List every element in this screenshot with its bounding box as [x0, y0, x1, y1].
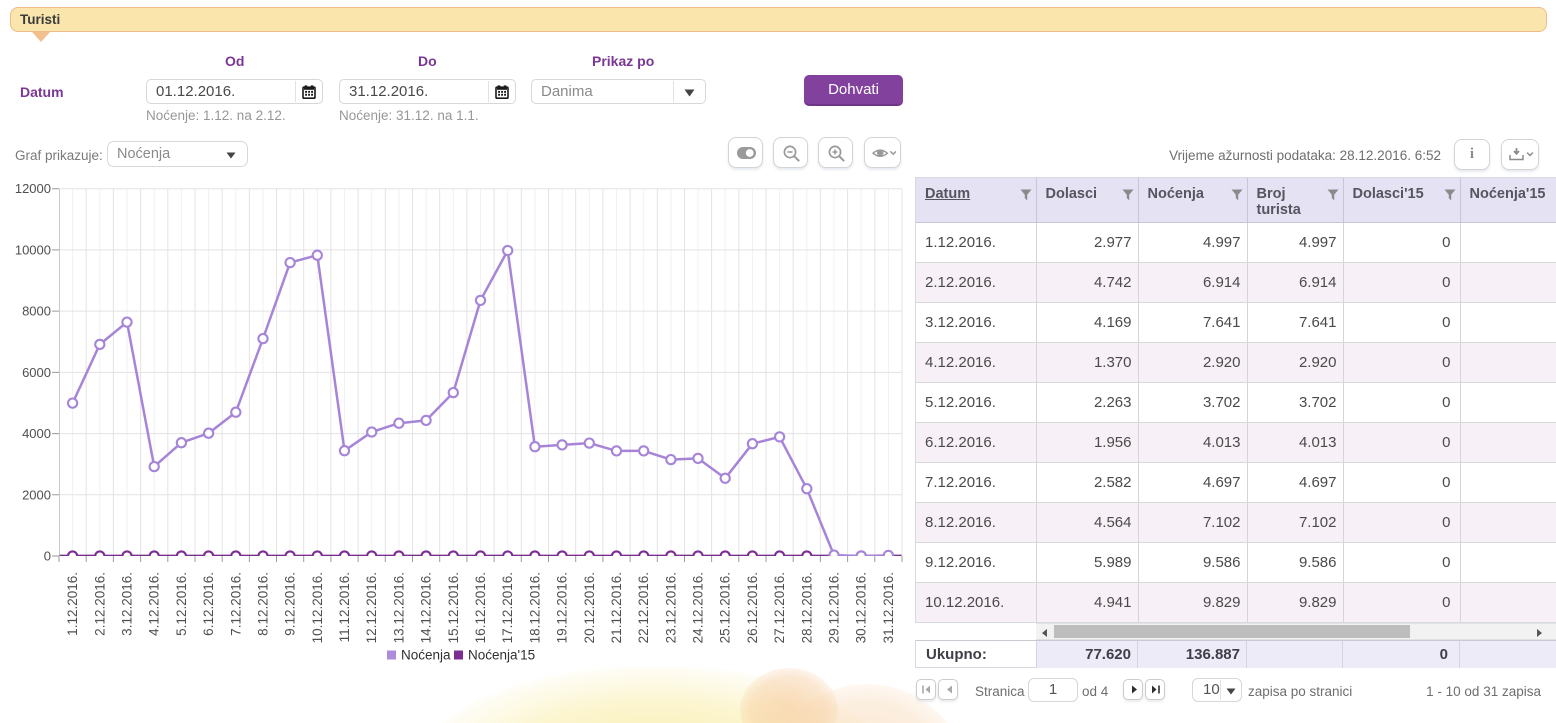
svg-text:12000: 12000	[15, 181, 51, 196]
svg-text:0: 0	[44, 549, 51, 564]
svg-text:7.12.2016.: 7.12.2016.	[228, 572, 243, 636]
svg-text:10000: 10000	[15, 242, 51, 257]
svg-text:Noćenja: Noćenja	[401, 648, 451, 663]
svg-text:11.12.2016.: 11.12.2016.	[337, 572, 352, 642]
svg-text:3.12.2016.: 3.12.2016.	[120, 572, 135, 636]
svg-text:6000: 6000	[22, 365, 51, 380]
svg-text:13.12.2016.: 13.12.2016.	[391, 572, 406, 643]
svg-text:16.12.2016.: 16.12.2016.	[473, 572, 488, 643]
svg-text:15.12.2016.: 15.12.2016.	[446, 572, 461, 643]
svg-text:24.12.2016.: 24.12.2016.	[691, 572, 706, 643]
svg-text:25.12.2016.: 25.12.2016.	[718, 572, 733, 643]
svg-text:12.12.2016.: 12.12.2016.	[364, 572, 379, 643]
svg-text:19.12.2016.: 19.12.2016.	[555, 572, 570, 643]
svg-text:30.12.2016.: 30.12.2016.	[854, 572, 869, 643]
svg-text:2000: 2000	[22, 487, 51, 502]
svg-text:17.12.2016.: 17.12.2016.	[500, 572, 515, 643]
svg-text:6.12.2016.: 6.12.2016.	[201, 572, 216, 636]
svg-text:22.12.2016.: 22.12.2016.	[636, 572, 651, 643]
svg-text:8.12.2016.: 8.12.2016.	[256, 572, 271, 636]
svg-text:31.12.2016.: 31.12.2016.	[881, 572, 896, 643]
svg-text:4000: 4000	[22, 426, 51, 441]
svg-text:20.12.2016.: 20.12.2016.	[582, 572, 597, 643]
svg-text:Noćenja'15: Noćenja'15	[468, 648, 535, 663]
svg-text:21.12.2016.: 21.12.2016.	[609, 572, 624, 643]
svg-text:2.12.2016.: 2.12.2016.	[92, 572, 107, 636]
svg-text:9.12.2016.: 9.12.2016.	[283, 572, 298, 636]
svg-text:29.12.2016.: 29.12.2016.	[827, 572, 842, 643]
svg-text:28.12.2016.: 28.12.2016.	[799, 572, 814, 643]
svg-text:23.12.2016.: 23.12.2016.	[663, 572, 678, 643]
svg-text:27.12.2016.: 27.12.2016.	[772, 572, 787, 643]
svg-text:8000: 8000	[22, 304, 51, 319]
svg-text:5.12.2016.: 5.12.2016.	[174, 572, 189, 636]
svg-text:1.12.2016.: 1.12.2016.	[65, 572, 80, 636]
svg-text:10.12.2016.: 10.12.2016.	[310, 572, 325, 643]
svg-text:18.12.2016.: 18.12.2016.	[527, 572, 542, 643]
svg-text:26.12.2016.: 26.12.2016.	[745, 572, 760, 643]
svg-text:4.12.2016.: 4.12.2016.	[147, 572, 162, 636]
svg-text:14.12.2016.: 14.12.2016.	[419, 572, 434, 643]
